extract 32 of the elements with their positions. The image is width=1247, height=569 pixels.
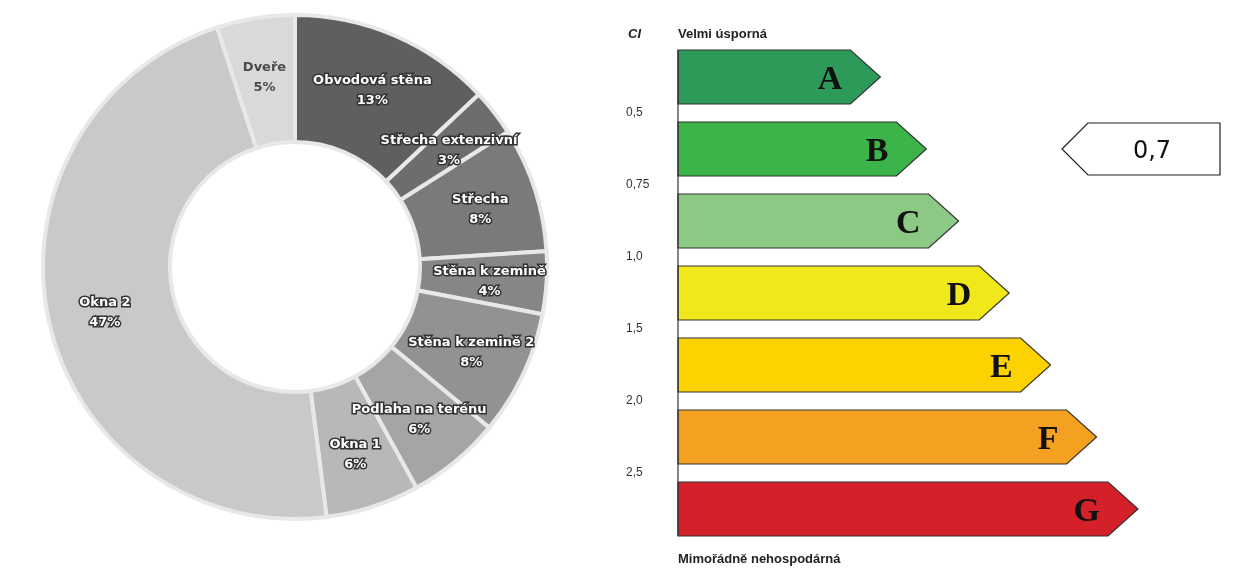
y-tick-label: B — [865, 131, 889, 168]
slice-label: Střecha — [452, 190, 509, 206]
data-label: 47% — [89, 313, 121, 329]
slice-label: Okna 1 — [329, 436, 381, 452]
annotation: 0,7 — [1132, 136, 1172, 164]
data-label: 3% — [437, 151, 460, 167]
text: 0,5 — [626, 105, 644, 119]
y-tick-label: G — [1073, 491, 1100, 528]
slice-label: Dveře — [242, 58, 287, 74]
y-tick-label: A — [817, 59, 843, 96]
data-label: 13% — [356, 92, 388, 108]
text: Mimořádně nehospodárná — [678, 551, 842, 566]
y-tick-label: E — [989, 347, 1013, 384]
data-label: 8% — [469, 210, 492, 226]
data-label: 4% — [478, 283, 501, 299]
slice-label: Stěna k zemině — [433, 263, 546, 279]
y-tick-label: C — [896, 203, 921, 240]
y-tick-label: D — [946, 275, 972, 312]
slice-label: Stěna k zemině 2 — [408, 333, 535, 349]
y-tick-label: F — [1037, 419, 1059, 456]
slice-label: Obvodová stěna — [313, 72, 432, 88]
text: 2,5 — [626, 465, 644, 479]
text: 2,0 — [626, 393, 644, 407]
text: 1,0 — [626, 249, 644, 263]
text: 0,75 — [626, 177, 650, 191]
slice-label: Okna 2 — [79, 293, 131, 309]
data-label: 8% — [460, 353, 483, 369]
text: 1,5 — [626, 321, 644, 335]
y-axis-title: CI — [628, 26, 642, 41]
data-label: 5% — [253, 78, 276, 94]
data-label: 6% — [408, 421, 431, 437]
text: Velmi úsporná — [678, 26, 768, 41]
